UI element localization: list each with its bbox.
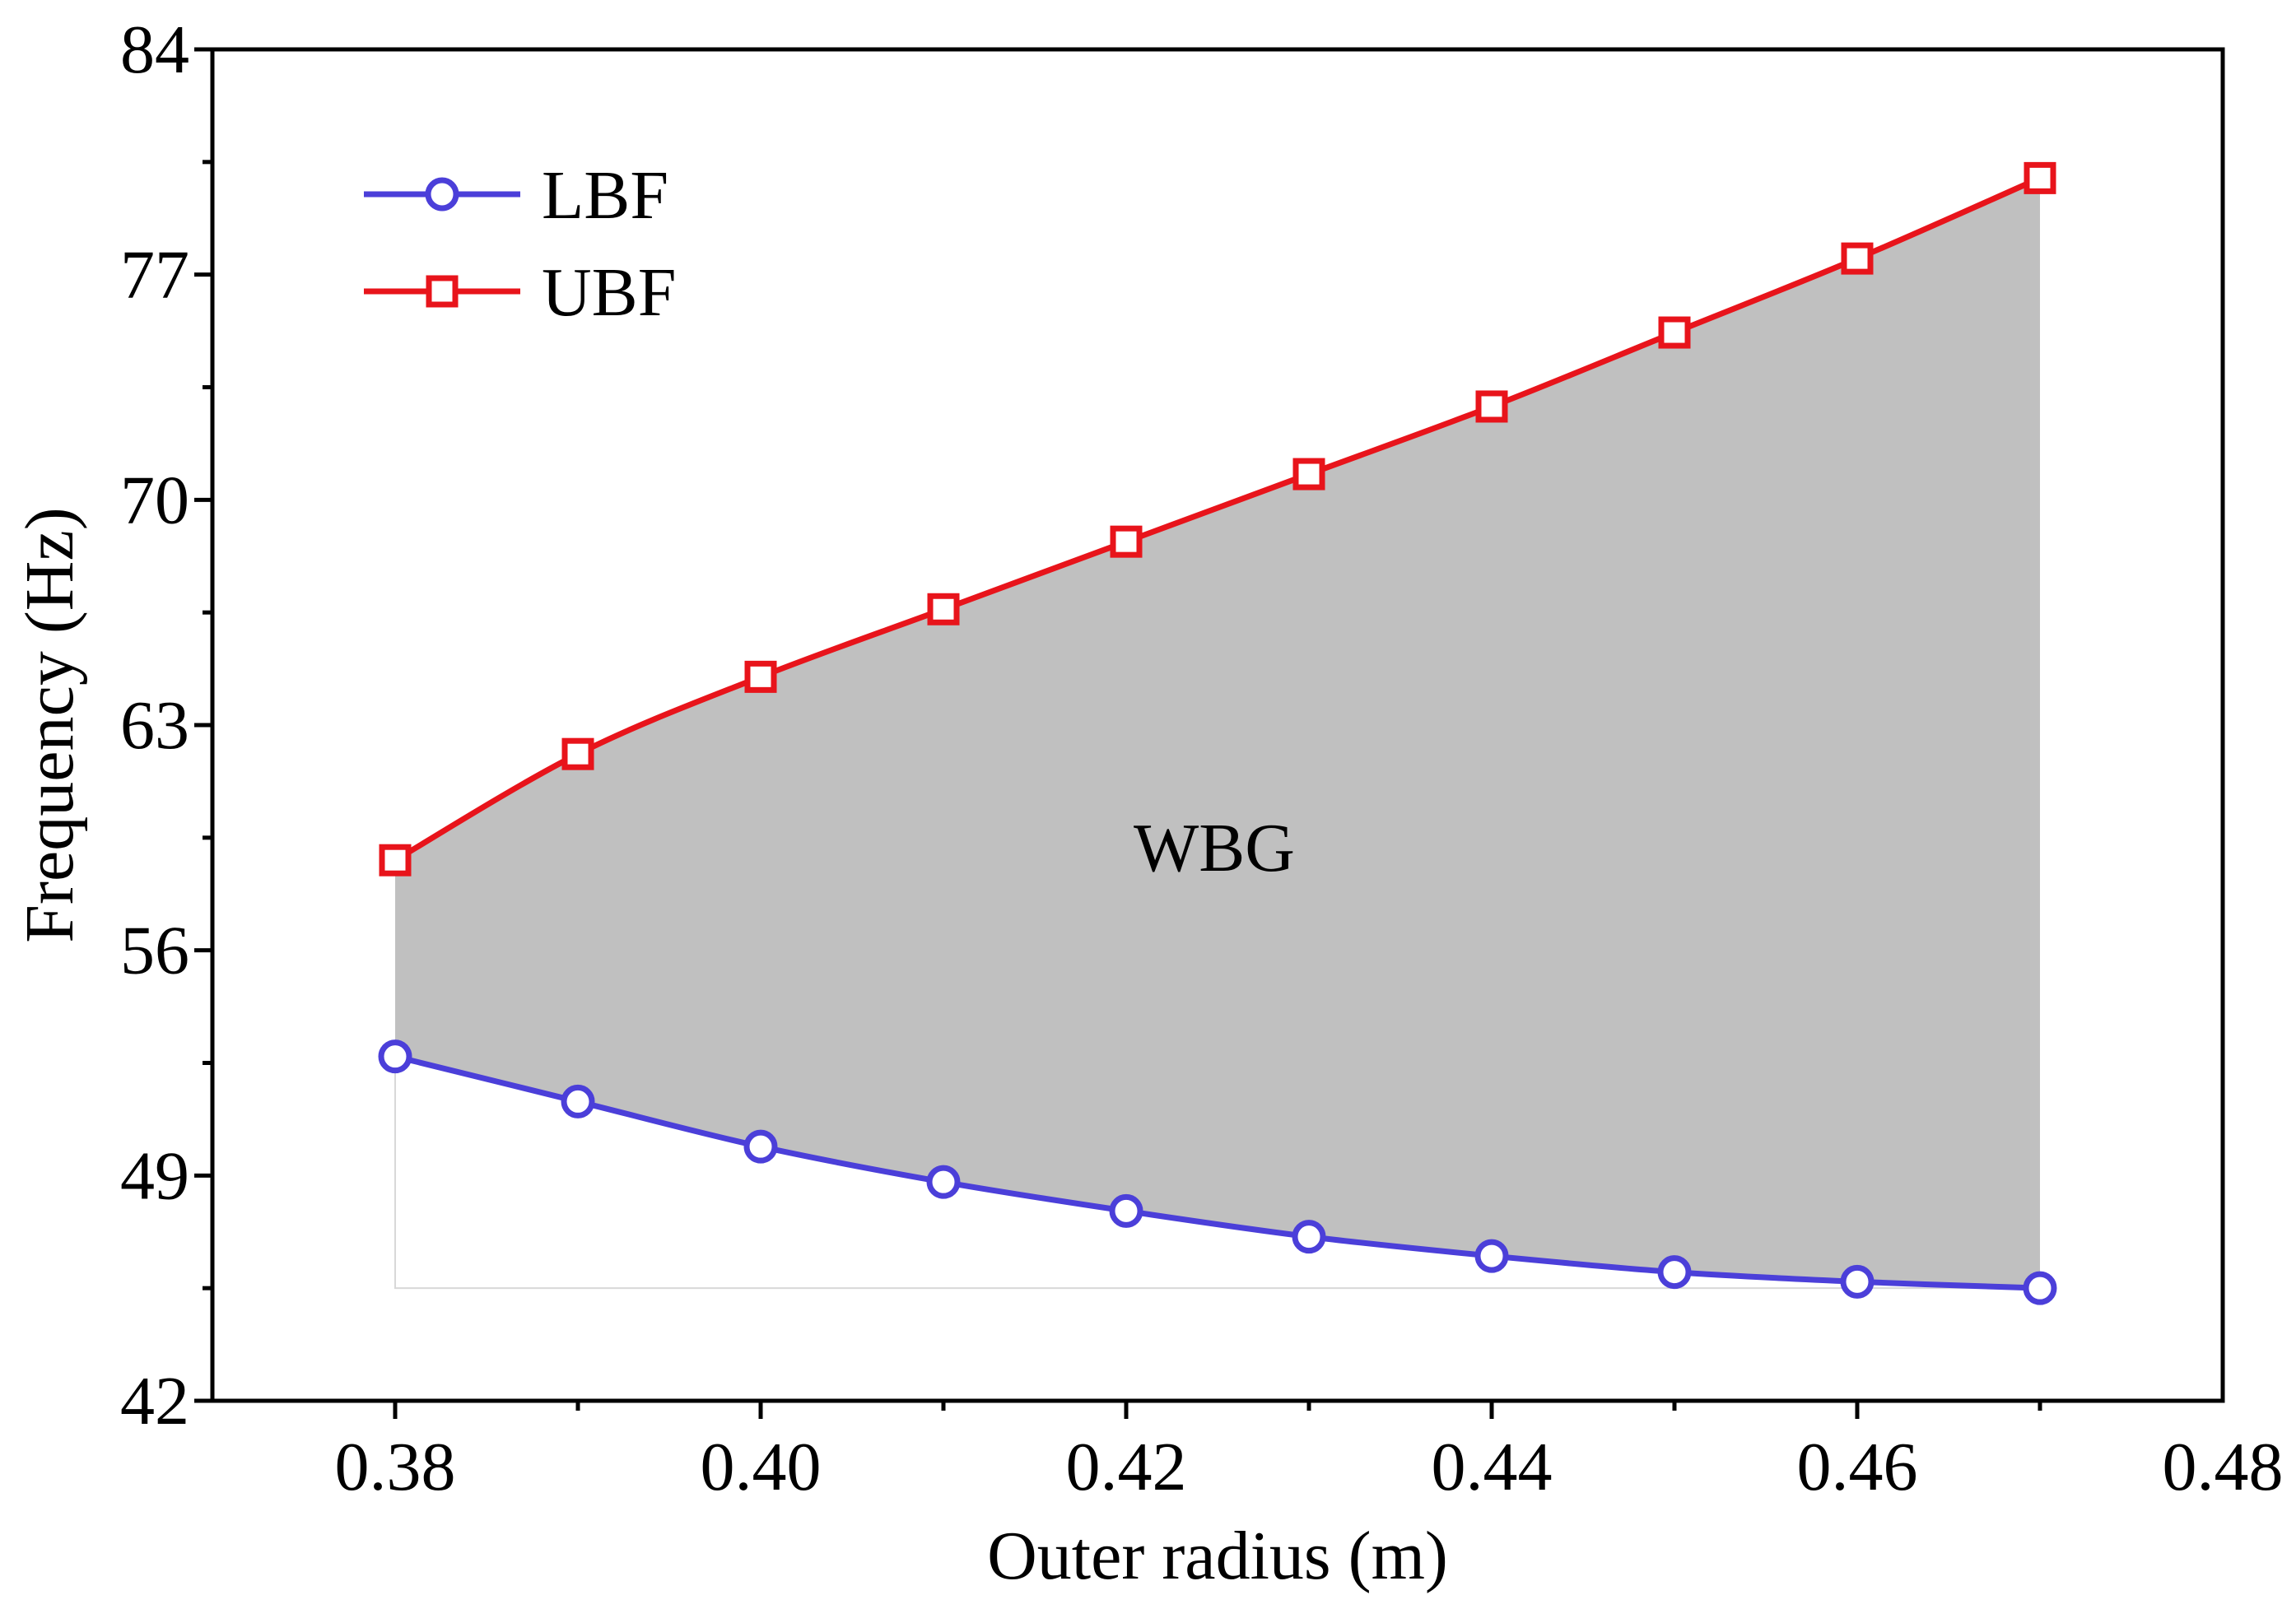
legend-marker-lbf xyxy=(425,177,459,212)
fill-baseline xyxy=(394,1056,2040,1290)
axes-layer: 0.38 0.40 0.42 0.44 0.46 0.48 42 49 56 63 70 77 84 xyxy=(120,12,2284,1505)
data-point-ubf-1 xyxy=(561,737,594,770)
y-axis-label: Frequency (Hz) xyxy=(12,507,88,942)
data-point-ubf-7 xyxy=(1658,316,1691,349)
data-point-ubf-3 xyxy=(927,593,960,625)
label-layer: WBG Outer radius (m) Frequency (Hz) xyxy=(12,507,1448,1594)
x-tick-label: 0.42 xyxy=(1066,1429,1187,1505)
y-tick-label: 84 xyxy=(120,12,189,88)
y-tick-label: 56 xyxy=(120,913,189,989)
x-tick-label: 0.44 xyxy=(1432,1429,1553,1505)
band-gap-fill xyxy=(395,178,2040,1289)
series-line-lbf xyxy=(394,1053,2041,1291)
y-tick-label: 49 xyxy=(120,1137,189,1214)
data-point-lbf-6 xyxy=(1474,1239,1509,1273)
x-axis-label: Outer radius (m) xyxy=(987,1518,1448,1594)
x-tick-label: 0.40 xyxy=(701,1429,822,1505)
y-tick-label: 70 xyxy=(120,462,189,538)
y-tick-label: 42 xyxy=(120,1363,189,1439)
region-label-wbg: WBG xyxy=(1134,810,1295,886)
data-point-ubf-0 xyxy=(379,844,412,877)
x-tick-label: 0.48 xyxy=(2163,1429,2284,1505)
band-gap-region-layer xyxy=(394,178,2040,1290)
legend: LBF UBF xyxy=(364,157,676,331)
series-line-ubf xyxy=(394,175,2042,863)
data-point-lbf-5 xyxy=(1292,1220,1326,1254)
data-point-ubf-8 xyxy=(1841,242,1874,275)
series-layer xyxy=(378,161,2057,1305)
data-point-ubf-9 xyxy=(2024,161,2056,194)
data-point-ubf-5 xyxy=(1292,458,1325,491)
data-point-lbf-0 xyxy=(378,1039,412,1074)
data-point-lbf-2 xyxy=(743,1129,778,1164)
data-point-ubf-4 xyxy=(1110,525,1143,558)
x-tick-label: 0.46 xyxy=(1797,1429,1918,1505)
legend-label-ubf: UBF xyxy=(542,254,676,331)
legend-marker-ubf xyxy=(426,275,459,308)
y-tick-label: 77 xyxy=(120,237,189,314)
data-point-lbf-8 xyxy=(1840,1264,1875,1299)
y-tick-label: 63 xyxy=(120,687,189,764)
data-point-lbf-4 xyxy=(1109,1193,1143,1228)
data-point-ubf-6 xyxy=(1475,390,1508,423)
data-point-lbf-9 xyxy=(2023,1271,2057,1305)
data-point-lbf-3 xyxy=(926,1165,961,1199)
data-point-lbf-1 xyxy=(561,1084,595,1118)
x-tick-label: 0.38 xyxy=(335,1429,456,1505)
data-point-lbf-7 xyxy=(1657,1255,1692,1290)
legend-label-lbf: LBF xyxy=(542,157,668,234)
data-point-ubf-2 xyxy=(744,660,777,693)
